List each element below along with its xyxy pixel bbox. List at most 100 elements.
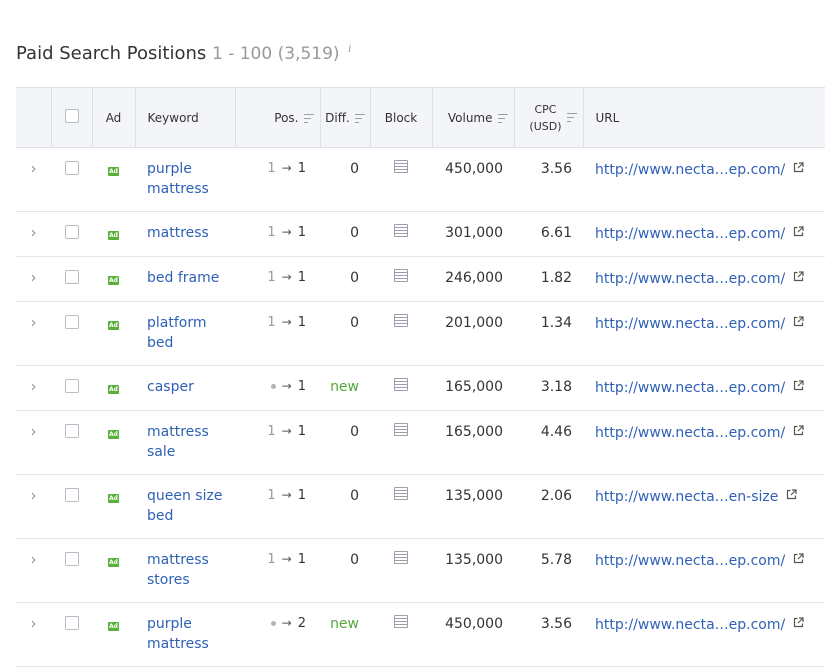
cpc-cell: 6.61 bbox=[514, 211, 583, 257]
external-link-icon[interactable] bbox=[793, 225, 804, 241]
pos-col-header[interactable]: Pos. bbox=[234, 87, 320, 148]
pos-col-label: Pos. bbox=[274, 110, 299, 125]
url-link[interactable]: http://www.necta…ep.com/ bbox=[595, 162, 786, 178]
chevron-right-icon[interactable]: › bbox=[30, 269, 37, 287]
diff-value: 0 bbox=[350, 552, 359, 568]
url-link[interactable]: http://www.necta…ep.com/ bbox=[595, 425, 786, 441]
info-icon[interactable]: i bbox=[348, 44, 352, 55]
chevron-right-icon[interactable]: › bbox=[30, 615, 37, 633]
block-layout-icon[interactable] bbox=[394, 269, 408, 282]
diff-cell: 0 bbox=[320, 147, 370, 212]
ad-badge-icon: Ad bbox=[108, 622, 119, 631]
ad-badge-icon: Ad bbox=[108, 385, 119, 394]
keyword-link[interactable]: purple mattress bbox=[147, 161, 209, 197]
block-cell bbox=[370, 211, 432, 257]
sort-icon[interactable] bbox=[497, 113, 508, 123]
arrow-right-icon: → bbox=[281, 225, 292, 239]
chevron-right-icon[interactable]: › bbox=[30, 378, 37, 396]
url-link[interactable]: http://www.necta…en-size bbox=[595, 489, 779, 505]
url-start: http://www.necta bbox=[595, 226, 715, 242]
block-cell bbox=[370, 256, 432, 302]
arrow-right-icon: → bbox=[281, 270, 292, 284]
ad-cell: Ad bbox=[92, 602, 135, 667]
chevron-right-icon[interactable]: › bbox=[30, 551, 37, 569]
select-all-checkbox[interactable] bbox=[64, 109, 79, 123]
block-layout-icon[interactable] bbox=[394, 551, 408, 564]
sort-icon[interactable] bbox=[354, 113, 365, 123]
url-link[interactable]: http://www.necta…ep.com/ bbox=[595, 316, 786, 332]
keyword-link[interactable]: platform bed bbox=[147, 315, 207, 351]
block-layout-icon[interactable] bbox=[394, 224, 408, 237]
external-link-icon[interactable] bbox=[793, 552, 804, 568]
volume-cell: 165,000 bbox=[432, 365, 514, 411]
row-checkbox[interactable] bbox=[64, 225, 79, 239]
cpc-cell: 2.06 bbox=[514, 474, 583, 539]
keyword-line-1: queen size bbox=[147, 488, 223, 504]
diff-col-header[interactable]: Diff. bbox=[319, 87, 370, 148]
keyword-link[interactable]: casper bbox=[147, 379, 194, 395]
sort-icon[interactable] bbox=[566, 113, 577, 122]
block-cell bbox=[370, 301, 432, 366]
url-cell: http://www.necta…ep.com/ bbox=[583, 211, 825, 257]
url-end: ep.com/ bbox=[728, 226, 786, 242]
external-link-icon[interactable] bbox=[793, 616, 804, 632]
current-position: 1 bbox=[297, 424, 306, 439]
sort-icon[interactable] bbox=[303, 113, 314, 123]
select-cell bbox=[51, 256, 92, 302]
url-link[interactable]: http://www.necta…ep.com/ bbox=[595, 617, 786, 633]
row-checkbox[interactable] bbox=[64, 379, 79, 393]
url-link[interactable]: http://www.necta…ep.com/ bbox=[595, 271, 786, 287]
row-checkbox[interactable] bbox=[64, 552, 79, 566]
chevron-right-icon[interactable]: › bbox=[30, 423, 37, 441]
url-link[interactable]: http://www.necta…ep.com/ bbox=[595, 226, 786, 242]
block-layout-icon[interactable] bbox=[394, 615, 408, 628]
diff-cell: 0 bbox=[320, 410, 370, 475]
block-layout-icon[interactable] bbox=[394, 423, 408, 436]
position-cell: → 2 bbox=[235, 602, 320, 667]
url-start: http://www.necta bbox=[595, 380, 715, 396]
keyword-line-2: bed bbox=[147, 335, 174, 351]
url-link[interactable]: http://www.necta…ep.com/ bbox=[595, 553, 786, 569]
block-layout-icon[interactable] bbox=[394, 314, 408, 327]
chevron-right-icon[interactable]: › bbox=[30, 487, 37, 505]
chevron-right-icon[interactable]: › bbox=[30, 160, 37, 178]
external-link-icon[interactable] bbox=[793, 379, 804, 395]
row-checkbox[interactable] bbox=[64, 424, 79, 438]
keyword-link[interactable]: mattress stores bbox=[147, 552, 209, 588]
external-link-icon[interactable] bbox=[786, 488, 797, 504]
keyword-line-1: casper bbox=[147, 379, 194, 395]
chevron-right-icon[interactable]: › bbox=[30, 314, 37, 332]
external-link-icon[interactable] bbox=[793, 424, 804, 440]
arrow-right-icon: → bbox=[281, 161, 292, 175]
keyword-link[interactable]: mattress bbox=[147, 225, 209, 241]
keyword-line-2: mattress bbox=[147, 181, 209, 197]
url-cell: http://www.necta…ep.com/ bbox=[583, 410, 825, 475]
row-checkbox[interactable] bbox=[64, 488, 79, 502]
external-link-icon[interactable] bbox=[793, 315, 804, 331]
position-cell: 1 → 1 bbox=[235, 147, 320, 212]
chevron-right-icon[interactable]: › bbox=[30, 224, 37, 242]
keyword-link[interactable]: purple mattress bbox=[147, 616, 209, 652]
url-start: http://www.necta bbox=[595, 489, 715, 505]
keyword-link[interactable]: mattress sale bbox=[147, 424, 209, 460]
block-layout-icon[interactable] bbox=[394, 487, 408, 500]
ad-badge-icon: Ad bbox=[108, 167, 119, 176]
row-checkbox[interactable] bbox=[64, 270, 79, 284]
keyword-line-2: bed bbox=[147, 508, 174, 524]
block-cell bbox=[370, 147, 432, 212]
keyword-col-header[interactable]: Keyword bbox=[134, 87, 235, 148]
keyword-link[interactable]: queen size bed bbox=[147, 488, 222, 524]
keyword-link[interactable]: bed frame bbox=[147, 270, 219, 286]
url-link[interactable]: http://www.necta…ep.com/ bbox=[595, 380, 786, 396]
cpc-col-header[interactable]: CPC (USD) bbox=[513, 87, 583, 148]
row-checkbox[interactable] bbox=[64, 616, 79, 630]
external-link-icon[interactable] bbox=[793, 161, 804, 177]
row-checkbox[interactable] bbox=[64, 161, 79, 175]
volume-cell: 301,000 bbox=[432, 211, 514, 257]
block-layout-icon[interactable] bbox=[394, 378, 408, 391]
row-checkbox[interactable] bbox=[64, 315, 79, 329]
volume-col-header[interactable]: Volume bbox=[431, 87, 514, 148]
positions-table: Ad Keyword Pos. Diff. Block Volume CPC (… bbox=[16, 87, 825, 667]
block-layout-icon[interactable] bbox=[394, 160, 408, 173]
external-link-icon[interactable] bbox=[793, 270, 804, 286]
